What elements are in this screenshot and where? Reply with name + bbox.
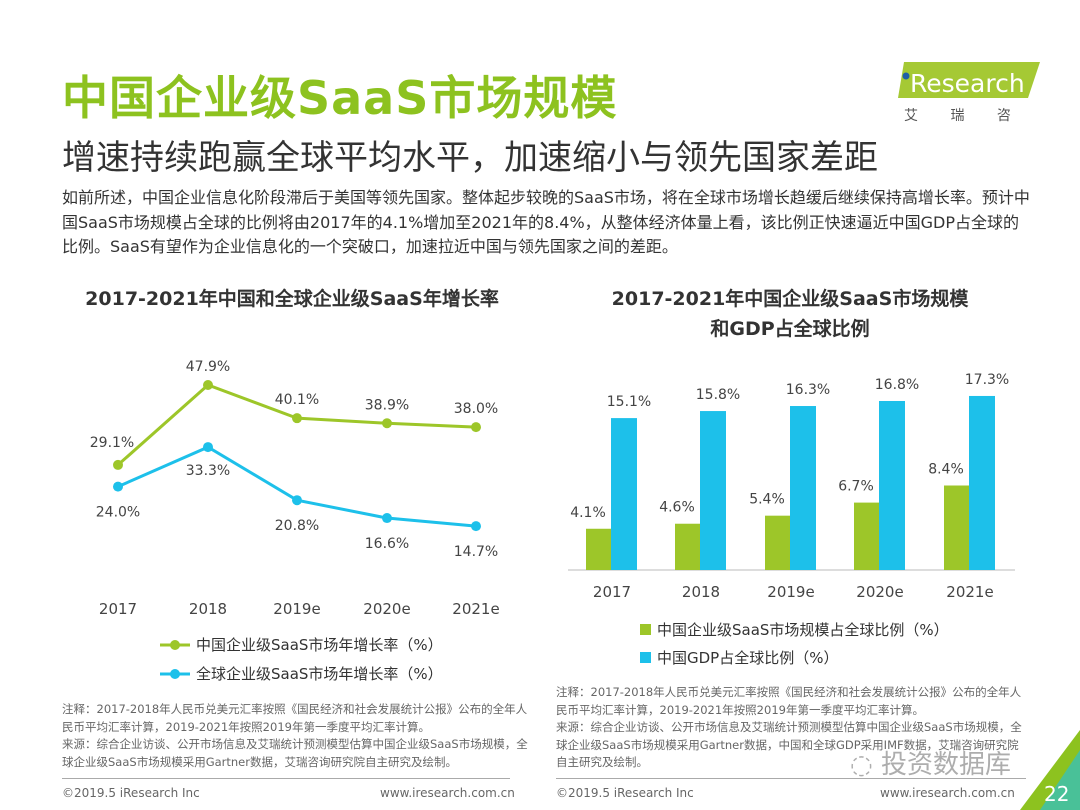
note-text: 注释：2017-2018年人民币兑美元汇率按照《国民经济和社会发展统计公报》公布… [556, 685, 1022, 717]
data-label: 38.0% [454, 401, 498, 417]
data-point [471, 521, 481, 532]
series-line [117, 445, 477, 528]
data-label: 40.1% [275, 392, 319, 408]
data-label: 16.3% [786, 382, 830, 398]
legend-label: 全球企业级SaaS市场年增长率（%） [196, 665, 443, 683]
data-label: 6.7% [838, 479, 874, 495]
data-label: 4.1% [570, 505, 606, 521]
footer-divider [556, 778, 1026, 779]
x-tick-label: 2018 [682, 583, 720, 601]
data-point [292, 495, 302, 506]
data-label: 5.4% [749, 492, 785, 508]
copyright-left: ©2019.5 iResearch Inc [62, 786, 200, 800]
note-text: 注释：2017-2018年人民币兑美元汇率按照《国民经济和社会发展统计公报》公布… [62, 702, 528, 734]
legend-item-saas-share: 中国企业级SaaS市场规模占全球比例（%） [640, 619, 949, 640]
bar-chart-title: 2017-2021年中国企业级SaaS市场规模 和GDP占全球比例 [560, 284, 1020, 344]
data-point [113, 459, 123, 470]
data-point [292, 413, 302, 424]
x-tick-label: 2020e [856, 583, 903, 601]
x-tick-label: 2021e [946, 583, 993, 601]
bar-chart-title-line2: 和GDP占全球比例 [710, 318, 870, 340]
x-tick-label: 2017 [99, 600, 137, 618]
data-label: 16.8% [875, 377, 919, 393]
data-point [203, 380, 213, 391]
data-point [382, 418, 392, 429]
data-label: 29.1% [90, 435, 134, 451]
bar [700, 411, 726, 570]
data-label: 33.3% [186, 463, 230, 479]
x-tick-label: 2020e [363, 600, 410, 618]
page-number: 22 [1044, 782, 1070, 806]
data-label: 15.1% [607, 394, 651, 410]
bar [675, 523, 701, 570]
bar [586, 528, 612, 570]
watermark-text: 投资数据库 [880, 750, 1011, 780]
legend-swatch-blue [640, 652, 651, 663]
url-right: www.iresearch.com.cn [880, 786, 1015, 800]
bar [765, 515, 791, 570]
bar [854, 502, 880, 570]
legend-item-global-growth: 全球企业级SaaS市场年增长率（%） [160, 663, 443, 684]
legend-item-china-growth: 中国企业级SaaS市场年增长率（%） [160, 634, 443, 655]
footer-divider [62, 778, 510, 779]
legend-line-green-icon [160, 639, 190, 650]
bar [611, 418, 637, 570]
data-label: 8.4% [928, 461, 964, 477]
url-left: www.iresearch.com.cn [380, 786, 515, 800]
watermark: ◌ 投资数据库 [850, 750, 1011, 780]
data-point [382, 513, 392, 524]
svg-text:Research: Research [910, 69, 1025, 98]
bar [790, 406, 816, 570]
bar-chart-title-line1: 2017-2021年中国企业级SaaS市场规模 [611, 288, 969, 310]
charts-canvas: 2017 2018 2019e 2020e 2021e 29.1% 47.9% 40.1% 38… [90, 359, 1015, 618]
legend-label: 中国企业级SaaS市场年增长率（%） [196, 636, 443, 654]
x-tick-label: 2021e [452, 600, 499, 618]
bar [944, 485, 970, 570]
corner-decoration [1020, 730, 1080, 810]
x-tick-label: 2019e [767, 583, 814, 601]
x-tick-label: 2017 [593, 583, 631, 601]
legend-label: 中国企业级SaaS市场规模占全球比例（%） [657, 621, 949, 639]
legend-label: 中国GDP占全球比例（%） [657, 649, 839, 667]
data-point [113, 481, 123, 492]
legend-swatch-green [640, 624, 651, 635]
legend-item-gdp-share: 中国GDP占全球比例（%） [640, 647, 838, 668]
left-notes: 注释：2017-2018年人民币兑美元汇率按照《国民经济和社会发展统计公报》公布… [62, 701, 530, 771]
data-label: 17.3% [965, 372, 1009, 388]
data-label: 4.6% [659, 500, 695, 516]
source-text: 来源：综合企业访谈、公开市场信息及艾瑞统计预测模型估算中国企业级SaaS市场规模… [62, 737, 528, 769]
copyright-right: ©2019.5 iResearch Inc [556, 786, 694, 800]
source-text: 来源：综合企业访谈、公开市场信息及艾瑞统计预测模型估算中国企业级SaaS市场规模… [556, 720, 1022, 769]
data-label: 15.8% [696, 387, 740, 403]
data-label: 20.8% [275, 518, 319, 534]
data-label: 16.6% [365, 536, 409, 552]
data-point [471, 422, 481, 433]
page-title: 中国企业级SaaS市场规模 [62, 71, 618, 125]
x-tick-label: 2019e [273, 600, 320, 618]
line-chart-title: 2017-2021年中国和全球企业级SaaS年增长率 [85, 288, 499, 310]
data-label: 24.0% [96, 505, 140, 521]
data-label: 14.7% [454, 544, 498, 560]
data-point [203, 442, 213, 453]
iresearch-logo: Research 艾 瑞 咨 询 [890, 58, 1057, 124]
svg-text:艾 瑞 咨 询: 艾 瑞 咨 询 [904, 108, 1040, 124]
page-subtitle: 增速持续跑赢全球平均水平，加速缩小与领先国家差距 [62, 138, 878, 178]
bar [969, 395, 995, 570]
data-label: 38.9% [365, 397, 409, 413]
intro-paragraph: 如前所述，中国企业信息化阶段滞后于美国等领先国家。整体起步较晚的SaaS市场，将… [62, 188, 1030, 256]
right-notes: 注释：2017-2018年人民币兑美元汇率按照《国民经济和社会发展统计公报》公布… [556, 684, 1024, 772]
bar [879, 400, 905, 570]
data-label: 47.9% [186, 359, 230, 375]
x-tick-label: 2018 [189, 600, 227, 618]
legend-line-blue-icon [160, 668, 190, 679]
